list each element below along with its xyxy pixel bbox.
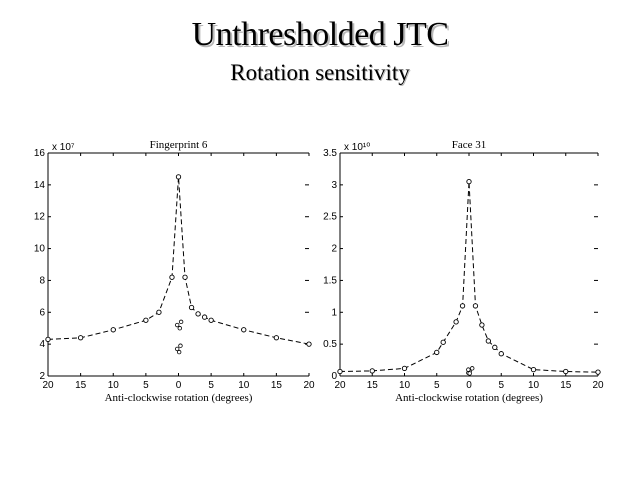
x-tick-label: 0 (176, 380, 182, 391)
y-exponent-label: x 10⁷ (52, 142, 75, 153)
y-tick-label: 12 (34, 212, 46, 223)
x-tick-label: 5 (498, 380, 504, 391)
y-tick-label: 0 (331, 371, 337, 382)
x-tick-label: 5 (143, 380, 149, 391)
x-tick-label: 10 (108, 380, 120, 391)
data-point (306, 341, 312, 347)
y-exponent-label: x 10¹⁰ (344, 142, 370, 153)
data-point (595, 369, 601, 375)
slide-title: Unthresholded JTC (191, 16, 449, 53)
data-point (77, 335, 84, 341)
data-point (188, 304, 195, 311)
data-point (563, 368, 569, 375)
outlier-point (467, 371, 472, 376)
data-point (492, 344, 498, 350)
x-tick-label: 10 (528, 380, 540, 391)
chart-title: Fingerprint 6 (150, 139, 208, 151)
slide-subtitle: Rotation sensitivity (230, 60, 410, 85)
outlier-point (177, 326, 183, 331)
outlier-point (174, 322, 180, 328)
data-point (208, 317, 214, 323)
y-tick-label: 10 (34, 244, 46, 255)
x-tick-label: 15 (367, 380, 379, 391)
x-axis-title: Anti-clockwise rotation (degrees) (105, 392, 253, 404)
data-point (434, 349, 440, 356)
data-point (530, 366, 537, 373)
y-tick-label: 8 (39, 275, 45, 286)
x-tick-label: 20 (42, 380, 54, 391)
y-tick-label: 2.5 (323, 212, 337, 223)
data-point (401, 365, 408, 372)
data-point (472, 303, 479, 309)
x-tick-label: 20 (334, 380, 346, 391)
x-tick-label: 15 (75, 380, 87, 391)
data-point (337, 368, 343, 375)
y-tick-label: 0.5 (323, 339, 337, 350)
data-point (459, 303, 466, 309)
x-tick-label: 5 (434, 380, 440, 391)
y-tick-label: 16 (34, 148, 46, 159)
y-tick-label: 1.5 (323, 275, 337, 286)
y-tick-label: 3.5 (323, 148, 337, 159)
chart-title: Face 31 (452, 139, 487, 151)
x-tick-label: 0 (466, 380, 472, 391)
outlier-point (466, 367, 471, 372)
x-tick-label: 10 (399, 380, 411, 391)
data-point (201, 314, 208, 320)
series-line (47, 176, 310, 345)
x-tick-label: 10 (238, 380, 250, 391)
x-tick-label: 20 (303, 380, 315, 391)
y-tick-label: 1 (331, 307, 337, 318)
x-tick-label: 15 (271, 380, 283, 391)
data-point (175, 174, 182, 180)
x-tick-label: 20 (592, 380, 604, 391)
x-tick-label: 15 (560, 380, 572, 391)
data-point (195, 311, 201, 317)
data-point (156, 309, 162, 315)
data-point (110, 327, 116, 333)
x-tick-label: 5 (208, 380, 214, 391)
data-point (479, 322, 485, 328)
y-tick-label: 4 (39, 339, 45, 350)
outlier-point (174, 346, 180, 352)
data-point (466, 179, 472, 185)
data-point (182, 274, 188, 280)
y-tick-label: 3 (331, 180, 337, 191)
x-axis-title: Anti-clockwise rotation (degrees) (395, 392, 543, 404)
data-point (169, 274, 175, 280)
data-point (440, 339, 446, 345)
data-point (241, 327, 247, 333)
series-line (339, 181, 599, 373)
y-tick-label: 2 (331, 244, 337, 255)
data-point (143, 317, 149, 323)
data-point (369, 368, 375, 374)
data-point (45, 336, 51, 343)
data-point (485, 338, 491, 344)
y-tick-label: 2 (39, 371, 45, 382)
y-tick-label: 6 (39, 307, 45, 318)
y-tick-label: 14 (34, 180, 46, 191)
data-point (453, 319, 459, 325)
outlier-point (178, 343, 183, 348)
data-point (273, 335, 280, 341)
outlier-point (178, 319, 184, 325)
data-point (498, 351, 504, 357)
outlier-point (176, 349, 182, 355)
outlier-point (470, 366, 475, 371)
